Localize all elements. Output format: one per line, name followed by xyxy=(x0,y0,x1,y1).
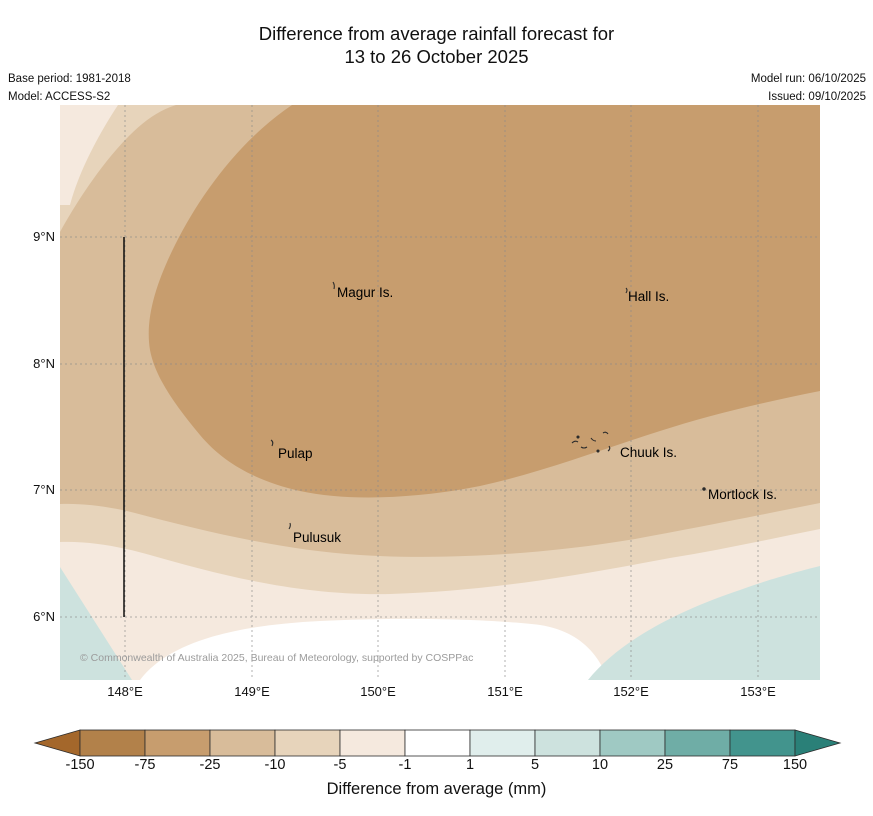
colorbar-title: Difference from average (mm) xyxy=(326,780,547,798)
lon-tick-label: 153°E xyxy=(740,684,776,699)
colorbar-tick-label: -10 xyxy=(264,757,286,773)
page-title-line2: 13 to 26 October 2025 xyxy=(344,46,529,67)
colorbar xyxy=(33,729,842,757)
place-label-mortlock: Mortlock Is. xyxy=(708,487,778,502)
pulusuk-island-mark xyxy=(288,522,291,530)
contour-band-nw-corner xyxy=(60,105,118,205)
colorbar-segment xyxy=(209,729,276,757)
island-marks xyxy=(270,281,706,530)
colorbar-tick-label: -25 xyxy=(199,757,221,773)
colorbar-segment xyxy=(144,729,211,757)
contour-band-neg75-neg25 xyxy=(148,105,820,498)
contour-band-positive-se xyxy=(588,566,820,680)
place-label-pulap: Pulap xyxy=(278,446,313,461)
place-label-pulusuk: Pulusuk xyxy=(293,530,342,545)
lon-tick-label: 149°E xyxy=(234,684,270,699)
contour-band-zero xyxy=(140,618,608,680)
colorbar-segment xyxy=(534,729,601,757)
issued-label: Issued: 09/10/2025 xyxy=(768,90,866,103)
colorbar-segment xyxy=(599,729,666,757)
colorbar-tick-label: 25 xyxy=(656,757,674,773)
colorbar-tick-label: -5 xyxy=(333,757,347,773)
page-title-line1: Difference from average rainfall forecas… xyxy=(258,23,615,44)
colorbar-segment xyxy=(404,729,471,757)
mortlock-island-mark xyxy=(702,487,706,491)
colorbar-segment xyxy=(469,729,536,757)
colorbar-segment xyxy=(664,729,731,757)
lat-tick-label: 6°N xyxy=(33,609,55,624)
lon-tick-label: 148°E xyxy=(107,684,143,699)
colorbar-segment xyxy=(729,729,796,757)
copyright-notice: © Commonwealth of Australia 2025, Bureau… xyxy=(80,652,474,664)
lat-tick-label: 8°N xyxy=(33,356,55,371)
meta-right: Model run: 06/10/2025 Issued: 09/10/2025 xyxy=(751,71,866,106)
colorbar-segment xyxy=(274,729,341,757)
place-label-hall: Hall Is. xyxy=(628,289,670,304)
model-label: Model: ACCESS-S2 xyxy=(8,90,111,103)
page-title: Difference from average rainfall forecas… xyxy=(0,22,873,68)
colorbar-tick-label: 150 xyxy=(782,757,808,773)
meta-left: Base period: 1981-2018 Model: ACCESS-S2 xyxy=(8,71,131,106)
colorbar-tick-label: 5 xyxy=(530,757,540,773)
lon-tick-label: 150°E xyxy=(360,684,396,699)
colorbar-tick-label: -75 xyxy=(134,757,156,773)
colorbar-arrow-left xyxy=(33,729,81,757)
colorbar-segment xyxy=(339,729,406,757)
lon-tick-label: 151°E xyxy=(487,684,523,699)
graticule xyxy=(60,105,820,680)
pulap-island-mark xyxy=(270,439,274,447)
place-label-chuuk: Chuuk Is. xyxy=(620,445,678,460)
colorbar-tick-label: -1 xyxy=(398,757,412,773)
colorbar-segment xyxy=(79,729,146,757)
rainfall-anomaly-map: Magur Is. Hall Is. Pulap Chuuk Is. Mortl… xyxy=(60,105,820,680)
base-period-label: Base period: 1981-2018 xyxy=(8,73,131,85)
lon-tick-label: 152°E xyxy=(613,684,649,699)
magur-island-mark xyxy=(332,281,335,290)
chuuk-island-marks xyxy=(571,431,611,453)
colorbar-tick-label: 1 xyxy=(465,757,475,773)
lat-tick-label: 9°N xyxy=(33,229,55,244)
colorbar-tick-label: 75 xyxy=(721,757,739,773)
hall-island-mark xyxy=(625,287,628,294)
colorbar-tick-label: -150 xyxy=(65,757,95,773)
colorbar-tick-label: 10 xyxy=(591,757,609,773)
model-run-label: Model run: 06/10/2025 xyxy=(750,73,866,85)
place-label-magur: Magur Is. xyxy=(337,285,394,300)
lat-tick-label: 7°N xyxy=(33,482,55,497)
contour-band-positive-sw xyxy=(60,567,132,680)
contour-map-canvas xyxy=(60,105,820,680)
colorbar-arrow-right xyxy=(794,729,842,757)
